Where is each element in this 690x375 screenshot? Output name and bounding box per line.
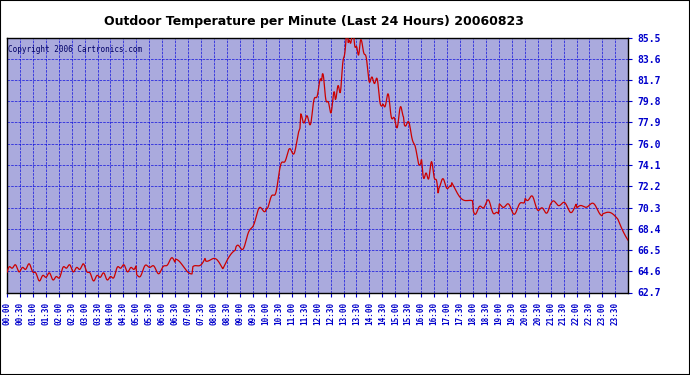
Text: Copyright 2006 Cartronics.com: Copyright 2006 Cartronics.com bbox=[8, 45, 142, 54]
Text: Outdoor Temperature per Minute (Last 24 Hours) 20060823: Outdoor Temperature per Minute (Last 24 … bbox=[104, 15, 524, 28]
